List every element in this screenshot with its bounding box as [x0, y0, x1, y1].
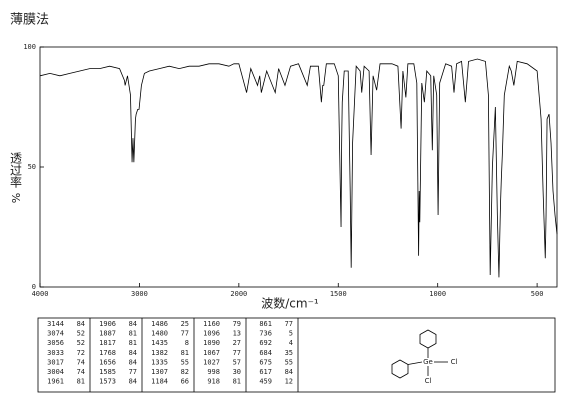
peak-wavenumber: 1090 [203, 339, 220, 347]
peak-wavenumber: 3056 [47, 339, 64, 347]
peak-transmittance: 77 [285, 320, 293, 328]
peak-transmittance: 27 [233, 339, 241, 347]
peak-wavenumber: 3004 [47, 368, 64, 376]
table-dividers [89, 318, 299, 392]
peak-transmittance: 77 [233, 349, 241, 357]
peak-transmittance: 77 [181, 330, 189, 338]
peak-transmittance: 84 [285, 368, 293, 376]
peak-wavenumber: 1096 [203, 330, 220, 338]
x-tick-label: 1500 [330, 290, 347, 298]
peak-wavenumber: 1573 [99, 378, 116, 386]
y-tick-label: 0 [32, 283, 36, 291]
peak-transmittance: 81 [77, 378, 85, 386]
atom-label: Ge [423, 358, 433, 366]
peak-wavenumber: 1307 [151, 368, 168, 376]
phenyl-ring [391, 359, 409, 379]
peak-wavenumber: 1335 [151, 358, 168, 366]
peak-wavenumber: 736 [259, 330, 272, 338]
peak-table-frame [37, 317, 556, 393]
peak-wavenumber: 1184 [151, 378, 168, 386]
peak-wavenumber: 1435 [151, 339, 168, 347]
y-axis-unit: % [9, 193, 22, 203]
peak-wavenumber: 1817 [99, 339, 116, 347]
peak-wavenumber: 3033 [47, 349, 64, 357]
peak-transmittance: 82 [181, 368, 189, 376]
peak-transmittance: 5 [289, 330, 293, 338]
peak-transmittance: 55 [285, 358, 293, 366]
peak-wavenumber: 3074 [47, 330, 64, 338]
peak-wavenumber: 1382 [151, 349, 168, 357]
peak-wavenumber: 918 [207, 378, 220, 386]
y-axis-label: 透过率 [9, 152, 23, 188]
peak-wavenumber: 1480 [151, 330, 168, 338]
peak-wavenumber: 692 [259, 339, 272, 347]
peak-wavenumber: 1067 [203, 349, 220, 357]
y-tick-label: 100 [23, 43, 36, 51]
peak-transmittance: 52 [77, 339, 85, 347]
peak-wavenumber: 684 [259, 349, 272, 357]
structure [391, 329, 448, 379]
peak-wavenumber: 1160 [203, 320, 220, 328]
peak-transmittance: 81 [181, 349, 189, 357]
atom-label: Cl [451, 358, 458, 366]
peak-transmittance: 13 [233, 330, 241, 338]
peak-transmittance: 79 [233, 320, 241, 328]
peak-transmittance: 52 [77, 330, 85, 338]
peak-wavenumber: 1656 [99, 358, 116, 366]
peak-wavenumber: 1486 [151, 320, 168, 328]
spectrum-line [39, 58, 558, 278]
chart-title: 薄膜法 [10, 13, 49, 28]
peak-wavenumber: 617 [259, 368, 272, 376]
peak-transmittance: 8 [185, 339, 189, 347]
peak-transmittance: 81 [129, 339, 137, 347]
peak-wavenumber: 675 [259, 358, 272, 366]
plot-frame [39, 46, 558, 288]
peak-transmittance: 74 [77, 358, 85, 366]
peak-transmittance: 84 [129, 320, 137, 328]
x-axis-label: 波数/cm⁻¹ [261, 296, 319, 311]
peak-wavenumber: 1768 [99, 349, 116, 357]
peak-transmittance: 25 [181, 320, 189, 328]
peak-transmittance: 77 [129, 368, 137, 376]
peak-transmittance: 4 [289, 339, 293, 347]
peak-wavenumber: 3017 [47, 358, 64, 366]
peak-wavenumber: 1887 [99, 330, 116, 338]
peak-transmittance: 84 [129, 358, 137, 366]
bond [407, 361, 423, 365]
peak-wavenumber: 1585 [99, 368, 116, 376]
peak-transmittance: 84 [129, 349, 137, 357]
x-tick-label: 3000 [131, 290, 148, 298]
phenyl-ring [419, 329, 437, 349]
peak-wavenumber: 861 [259, 320, 272, 328]
peak-transmittance: 55 [181, 358, 189, 366]
peak-wavenumber: 998 [207, 368, 220, 376]
x-tick-label: 1000 [429, 290, 446, 298]
peak-transmittance: 30 [233, 368, 241, 376]
peak-transmittance: 66 [181, 378, 189, 386]
peak-transmittance: 84 [77, 320, 85, 328]
peak-wavenumber: 3144 [47, 320, 64, 328]
x-tick-label: 500 [531, 290, 544, 298]
peak-wavenumber: 1906 [99, 320, 116, 328]
peak-transmittance: 72 [77, 349, 85, 357]
peak-transmittance: 12 [285, 378, 293, 386]
peak-wavenumber: 1027 [203, 358, 220, 366]
x-tick-label: 2000 [230, 290, 247, 298]
peak-transmittance: 84 [129, 378, 137, 386]
peak-transmittance: 35 [285, 349, 293, 357]
y-tick-label: 50 [28, 163, 36, 171]
peak-transmittance: 81 [233, 378, 241, 386]
atom-label: Cl [425, 377, 432, 385]
x-tick-label: 4000 [32, 290, 49, 298]
peak-transmittance: 74 [77, 368, 85, 376]
peak-transmittance: 57 [233, 358, 241, 366]
peak-wavenumber: 459 [259, 378, 272, 386]
peak-transmittance: 81 [129, 330, 137, 338]
peak-wavenumber: 1961 [47, 378, 64, 386]
